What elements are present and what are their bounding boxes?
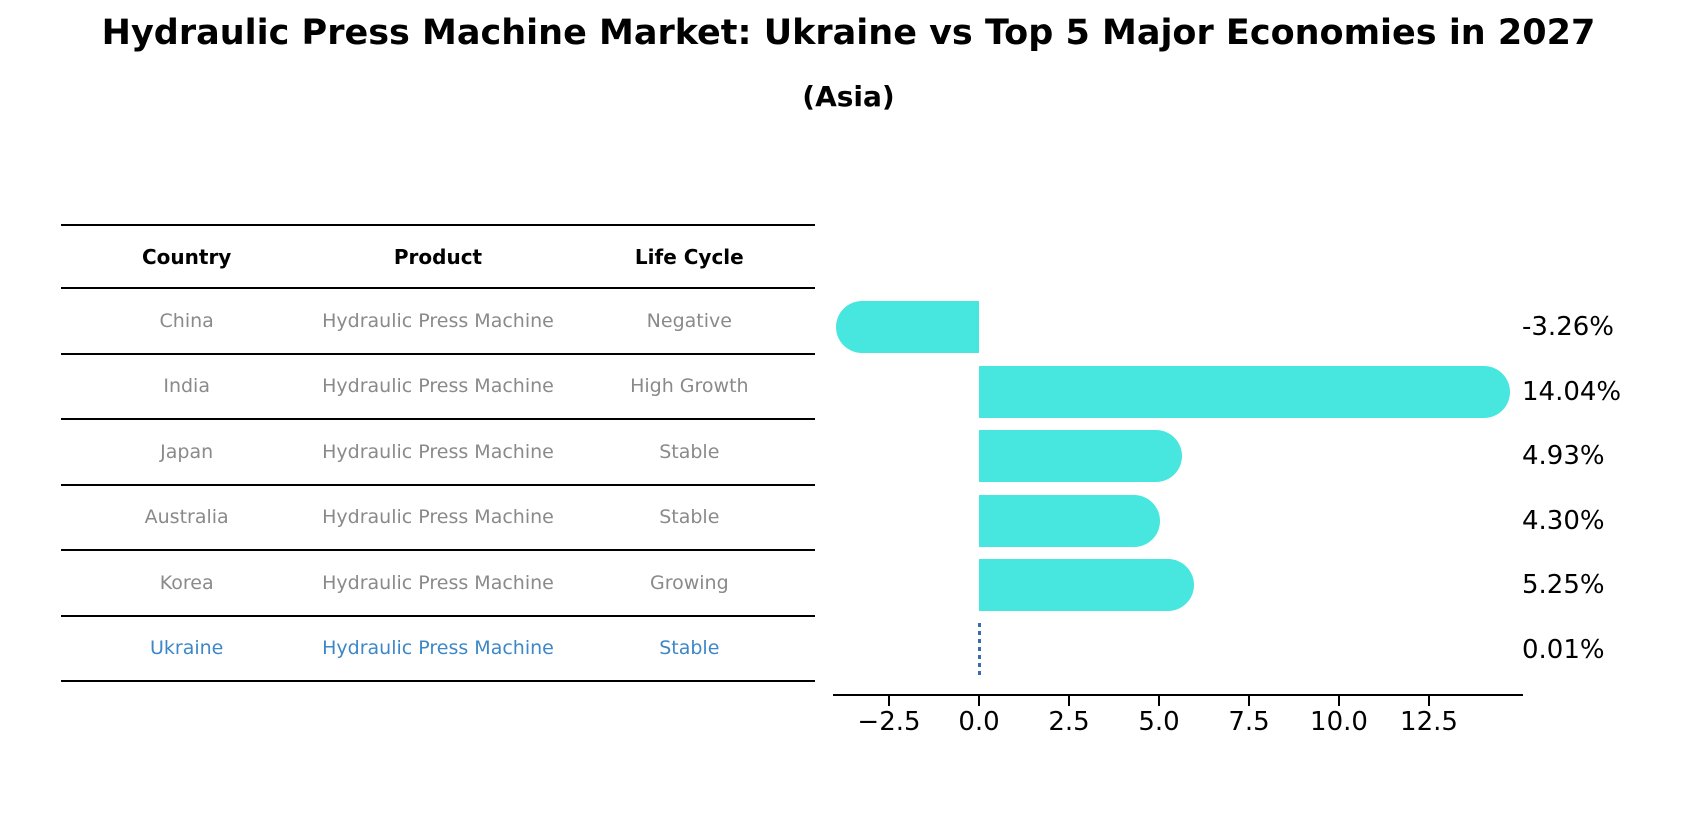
table-row: Ukraine Hydraulic Press Machine Stable xyxy=(61,617,815,682)
x-tick-label: −2.5 xyxy=(857,707,921,737)
table-row: India Hydraulic Press Machine High Growt… xyxy=(61,355,815,420)
value-label-japan: 4.93% xyxy=(1522,441,1605,472)
cell-country: India xyxy=(163,375,210,398)
x-tick-label: 0.0 xyxy=(958,707,1000,737)
bar-china xyxy=(835,301,979,353)
highlight-dashed-bar-ukraine xyxy=(978,623,981,677)
x-tick-mark xyxy=(1248,696,1250,706)
table-row: China Hydraulic Press Machine Negative xyxy=(61,289,815,355)
x-tick-label: 7.5 xyxy=(1228,707,1270,737)
chart-title: Hydraulic Press Machine Market: Ukraine … xyxy=(101,13,1596,53)
column-header-lifecycle: Life Cycle xyxy=(634,244,744,269)
cell-product: Hydraulic Press Machine xyxy=(322,571,554,594)
x-tick-label: 5.0 xyxy=(1138,707,1180,737)
cell-lifecycle: Stable xyxy=(659,506,720,529)
table-body: China Hydraulic Press Machine Negative I… xyxy=(61,289,815,682)
x-axis-line xyxy=(833,694,1523,696)
bar-japan xyxy=(979,430,1183,483)
cell-product: Hydraulic Press Machine xyxy=(322,309,554,332)
cell-lifecycle: Stable xyxy=(659,440,720,463)
x-tick-label: 12.5 xyxy=(1400,707,1458,737)
x-tick-mark xyxy=(1428,696,1430,706)
bar-korea xyxy=(979,559,1194,612)
country-table: Country Product Life Cycle China Hydraul… xyxy=(61,224,815,682)
value-label-korea: 5.25% xyxy=(1522,570,1605,601)
x-tick-label: 2.5 xyxy=(1048,707,1090,737)
x-tick-mark xyxy=(1338,696,1340,706)
chart-subtitle: (Asia) xyxy=(802,80,895,113)
cell-country: China xyxy=(159,309,214,332)
bar-australia xyxy=(979,494,1160,547)
value-label-ukraine: 0.01% xyxy=(1522,635,1605,665)
cell-lifecycle: Stable xyxy=(659,637,720,660)
x-tick-mark xyxy=(1158,696,1160,706)
table-row: Korea Hydraulic Press Machine Growing xyxy=(61,551,815,617)
cell-product: Hydraulic Press Machine xyxy=(322,375,554,398)
bar-india xyxy=(979,365,1511,418)
cell-country: Australia xyxy=(144,506,229,529)
x-tick-mark xyxy=(978,696,980,706)
value-label-china: -3.26% xyxy=(1522,312,1614,342)
x-tick-label: 10.0 xyxy=(1310,707,1368,737)
column-header-product: Product xyxy=(393,244,483,269)
table-row: Australia Hydraulic Press Machine Stable xyxy=(61,486,815,551)
cell-lifecycle: High Growth xyxy=(630,375,749,398)
cell-country: Ukraine xyxy=(149,637,224,660)
value-label-australia: 4.30% xyxy=(1522,505,1605,536)
cell-country: Korea xyxy=(159,571,214,594)
table-row: Japan Hydraulic Press Machine Stable xyxy=(61,420,815,486)
table-header-row: Country Product Life Cycle xyxy=(61,226,815,289)
value-label-india: 14.04% xyxy=(1522,376,1622,407)
cell-product: Hydraulic Press Machine xyxy=(322,440,554,463)
cell-lifecycle: Growing xyxy=(649,571,729,594)
cell-country: Japan xyxy=(160,440,214,463)
cell-product: Hydraulic Press Machine xyxy=(322,506,554,529)
cell-lifecycle: Negative xyxy=(646,309,732,332)
column-header-country: Country xyxy=(141,244,232,269)
cell-product: Hydraulic Press Machine xyxy=(322,637,554,660)
x-tick-mark xyxy=(1068,696,1070,706)
x-tick-mark xyxy=(888,696,890,706)
